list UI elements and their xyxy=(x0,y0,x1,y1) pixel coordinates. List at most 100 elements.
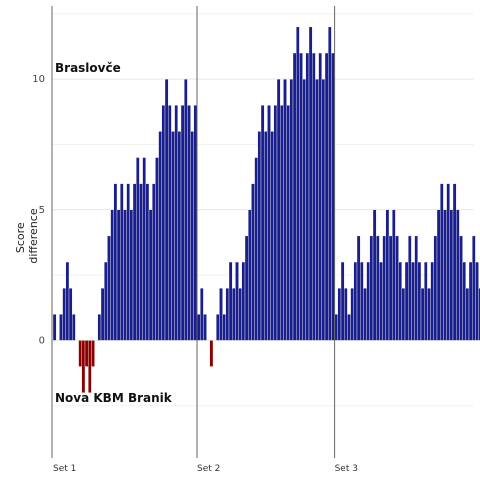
bar-positive xyxy=(120,183,124,341)
bar-positive xyxy=(187,105,191,341)
bar-positive xyxy=(251,183,255,341)
bar-positive xyxy=(385,209,390,341)
bar-positive xyxy=(449,209,454,341)
bar-positive xyxy=(59,314,63,341)
bar-positive xyxy=(318,52,322,341)
bar-positive xyxy=(478,287,480,341)
bar-negative xyxy=(78,340,82,367)
bar-positive xyxy=(110,209,114,341)
bar-positive xyxy=(363,287,367,341)
bar-positive xyxy=(126,183,130,341)
bar-positive xyxy=(168,105,172,341)
bar-positive xyxy=(161,105,166,341)
bar-positive xyxy=(225,287,230,341)
bar-positive xyxy=(372,209,377,341)
bar-positive xyxy=(440,183,444,341)
bar-positive xyxy=(353,261,358,341)
bar-positive xyxy=(139,183,143,341)
bar-positive xyxy=(276,78,281,341)
bar-positive xyxy=(254,157,258,341)
bar-positive xyxy=(264,131,268,341)
bar-positive xyxy=(100,287,105,341)
x-tick-label: Set 2 xyxy=(197,464,220,474)
bar-positive xyxy=(427,287,431,341)
bar-positive xyxy=(216,314,220,341)
bar-positive xyxy=(321,78,326,341)
bar-positive xyxy=(113,183,118,341)
bar-positive xyxy=(315,78,319,341)
bar-positive xyxy=(417,261,422,341)
bar-negative xyxy=(81,340,86,393)
bar-positive xyxy=(452,183,457,341)
bar-positive xyxy=(350,287,354,341)
bar-positive xyxy=(456,209,460,341)
y-axis-title: Score difference xyxy=(14,208,40,263)
bar-positive xyxy=(468,261,473,341)
label-layer: Score difference Braslovče Nova KBM Bran… xyxy=(14,61,358,474)
bar-positive xyxy=(148,209,153,341)
bar-positive xyxy=(72,314,76,341)
bar-positive xyxy=(414,235,418,341)
bar-positive xyxy=(184,78,188,341)
bar-positive xyxy=(152,183,156,341)
bar-positive xyxy=(424,261,428,341)
bar-positive xyxy=(123,209,127,341)
bar-positive xyxy=(443,209,447,341)
bar-positive xyxy=(475,261,479,341)
bar-positive xyxy=(398,261,402,341)
bar-positive xyxy=(299,52,303,341)
bar-positive xyxy=(376,235,380,341)
bar-positive xyxy=(232,287,236,341)
bar-positive xyxy=(132,183,137,341)
bar-positive xyxy=(340,261,345,341)
bar-positive xyxy=(472,235,476,341)
bar-positive xyxy=(392,209,396,341)
bar-positive xyxy=(228,261,233,341)
bar-negative xyxy=(84,340,89,367)
bar-positive xyxy=(267,105,271,341)
bar-positive xyxy=(142,157,146,341)
bar-positive xyxy=(388,235,393,341)
bar-positive xyxy=(296,26,300,341)
bar-positive xyxy=(200,287,204,341)
bar-positive xyxy=(462,261,466,341)
bar-positive xyxy=(180,105,185,341)
bar-positive xyxy=(145,183,150,341)
bar-positive xyxy=(238,287,242,341)
team-label-bottom: Nova KBM Branik xyxy=(55,391,173,405)
bar-positive xyxy=(171,131,175,341)
bar-negative xyxy=(88,340,92,393)
bar-positive xyxy=(155,157,159,341)
bar-positive xyxy=(222,314,226,341)
bar-negative xyxy=(91,340,95,367)
bar-positive xyxy=(328,26,332,341)
bar-positive xyxy=(203,314,207,341)
bar-positive xyxy=(459,235,463,341)
bar-positive xyxy=(312,52,316,341)
bar-positive xyxy=(97,314,102,341)
bar-positive xyxy=(369,235,374,341)
bar-positive xyxy=(302,78,306,341)
bar-positive xyxy=(52,314,57,341)
bar-positive xyxy=(382,235,386,341)
bar-positive xyxy=(286,105,290,341)
bar-positive xyxy=(270,131,274,341)
bar-positive xyxy=(235,261,239,341)
bar-positive xyxy=(219,287,223,341)
bar-positive xyxy=(260,105,265,341)
bar-positive xyxy=(68,287,73,341)
bar-positive xyxy=(465,287,470,341)
x-tick-label: Set 3 xyxy=(335,464,358,474)
team-label-top: Braslovče xyxy=(55,61,121,75)
bar-positive xyxy=(174,105,178,341)
bar-positive xyxy=(292,52,297,341)
bar-positive xyxy=(360,261,364,341)
bar-positive xyxy=(308,26,313,341)
bar-positive xyxy=(305,52,310,341)
bar-positive xyxy=(104,261,108,341)
bar-positive xyxy=(273,105,278,341)
bar-positive xyxy=(366,261,370,341)
bar-positive xyxy=(280,105,284,341)
y-tick-label: 0 xyxy=(39,335,45,346)
